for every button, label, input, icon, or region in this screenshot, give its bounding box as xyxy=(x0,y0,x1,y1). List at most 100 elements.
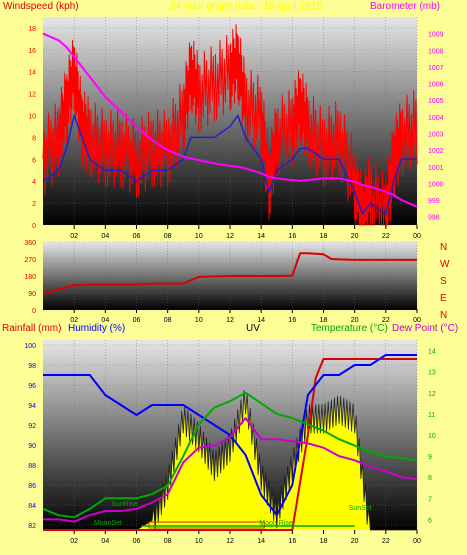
y-tick-label: 88 xyxy=(28,463,36,470)
y-tick-label: 100 xyxy=(24,343,36,350)
y-tick-label: 92 xyxy=(28,423,36,430)
x-tick-label: 12 xyxy=(226,317,234,324)
y-tick-label: 16 xyxy=(28,48,36,55)
y-tick-label: 12 xyxy=(28,92,36,99)
y2-tick-label: 10 xyxy=(428,433,436,440)
sunrise-label: SunRise xyxy=(111,501,138,508)
compass-letter: S xyxy=(440,276,447,287)
uv-axis-label: UV xyxy=(246,323,260,334)
x-tick-label: 08 xyxy=(164,317,172,324)
sunset-label: SunSet xyxy=(349,505,372,512)
x-tick-label: 06 xyxy=(133,538,141,545)
x-tick-label: 02 xyxy=(70,538,78,545)
y-tick-label: 10 xyxy=(28,114,36,121)
y-tick-label: 86 xyxy=(28,483,36,490)
y-tick-label: 82 xyxy=(28,523,36,530)
x-tick-label: 00 xyxy=(413,317,421,324)
compass-letter: E xyxy=(440,293,447,304)
y-tick-label: 180 xyxy=(24,274,36,281)
moonset-label: MoonSet xyxy=(94,520,122,527)
y-tick-label: 90 xyxy=(28,443,36,450)
humidity-axis-label: Humidity (%) xyxy=(68,323,125,334)
y-tick-label: 96 xyxy=(28,383,36,390)
y-tick-label: 90 xyxy=(28,291,36,298)
wind-average-line xyxy=(42,114,417,215)
temperature-line xyxy=(42,391,418,519)
y2-tick-label: 1008 xyxy=(428,48,444,55)
y2-tick-label: 12 xyxy=(428,391,436,398)
x-tick-label: 18 xyxy=(320,317,328,324)
y2-tick-label: 11 xyxy=(428,412,435,419)
y2-tick-label: 999 xyxy=(428,198,440,205)
direction-panel: 0 90 180 270 360 02 04 06 08 10 12 14 16 18 20 22 00 xyxy=(24,240,421,324)
x-tick-label: 20 xyxy=(351,538,359,545)
x-tick-label: 22 xyxy=(382,233,390,240)
y2-tick-label: 1007 xyxy=(428,65,444,72)
x-tick-label: 10 xyxy=(195,538,203,545)
x-tick-label: 12 xyxy=(226,538,234,545)
x-tick-label: 00 xyxy=(413,233,421,240)
x-tick-label: 10 xyxy=(195,233,203,240)
x-tick-label: 10 xyxy=(195,317,203,324)
y2-tick-label: 1003 xyxy=(428,131,444,138)
y-tick-label: 98 xyxy=(28,363,36,370)
x-tick-label: 06 xyxy=(133,233,141,240)
y2-tick-label: 1004 xyxy=(428,115,444,122)
x-tick-label: 20 xyxy=(351,317,359,324)
barometer-axis-label: Barometer (mb) xyxy=(370,1,440,12)
x-tick-label: 18 xyxy=(320,233,328,240)
compass-letter: W xyxy=(440,259,450,270)
y2-tick-label: 1001 xyxy=(428,165,444,172)
x-tick-label: 14 xyxy=(257,317,265,324)
y2-tick-label: 13 xyxy=(428,370,436,377)
y-tick-label: 0 xyxy=(32,308,36,315)
x-tick-label: 22 xyxy=(382,538,390,545)
x-tick-label: 16 xyxy=(288,538,296,545)
x-tick-label: 08 xyxy=(164,233,172,240)
y2-tick-label: 1006 xyxy=(428,82,444,89)
moon-interval xyxy=(148,521,265,529)
y-tick-label: 84 xyxy=(28,503,36,510)
y-tick-label: 18 xyxy=(28,26,36,33)
x-tick-label: 08 xyxy=(164,538,172,545)
dew-point-line xyxy=(43,417,418,523)
y2-tick-label: 8 xyxy=(428,475,432,482)
x-tick-label: 14 xyxy=(257,538,265,545)
x-tick-label: 04 xyxy=(101,538,109,545)
y2-tick-label: 14 xyxy=(428,349,436,356)
uv-area xyxy=(43,390,417,530)
x-tick-label: 12 xyxy=(226,233,234,240)
x-tick-label: 04 xyxy=(101,317,109,324)
wind-gust-line xyxy=(42,24,418,226)
y2-tick-label: 1000 xyxy=(428,181,444,188)
x-tick-label: 02 xyxy=(70,317,78,324)
y2-tick-label: 9 xyxy=(428,454,432,461)
x-tick-label: 04 xyxy=(101,233,109,240)
weather-panel: 82848688909294969810067891011121314SunRi… xyxy=(24,340,436,545)
y2-tick-label: 1002 xyxy=(428,148,444,155)
chart-title: 24 hour graph data - 15 April 2015 xyxy=(170,1,322,12)
moonrise-label: Moon Rise xyxy=(259,520,293,527)
compass-letter: N xyxy=(440,242,447,253)
y-tick-label: 4 xyxy=(32,179,36,186)
wind-panel: 0246810121416189989991000100110021003100… xyxy=(28,17,444,240)
x-tick-label: 00 xyxy=(413,538,421,545)
windspeed-axis-label: Windspeed (kph) xyxy=(3,1,79,12)
x-tick-label: 22 xyxy=(382,317,390,324)
compass-letter: N xyxy=(440,310,447,321)
y2-tick-label: 1005 xyxy=(428,98,444,105)
x-tick-label: 20 xyxy=(351,233,359,240)
y-tick-label: 6 xyxy=(32,157,36,164)
x-tick-label: 02 xyxy=(70,233,78,240)
wind-direction-line xyxy=(42,252,417,294)
barometer-line xyxy=(42,32,418,208)
x-tick-label: 18 xyxy=(320,538,328,545)
y-tick-label: 94 xyxy=(28,403,36,410)
rainfall-axis-label: Rainfall (mm) xyxy=(2,323,61,334)
x-tick-label: 16 xyxy=(288,233,296,240)
y-tick-label: 270 xyxy=(24,257,36,264)
dew-point-axis-label: Dew Point (°C) xyxy=(392,323,458,334)
